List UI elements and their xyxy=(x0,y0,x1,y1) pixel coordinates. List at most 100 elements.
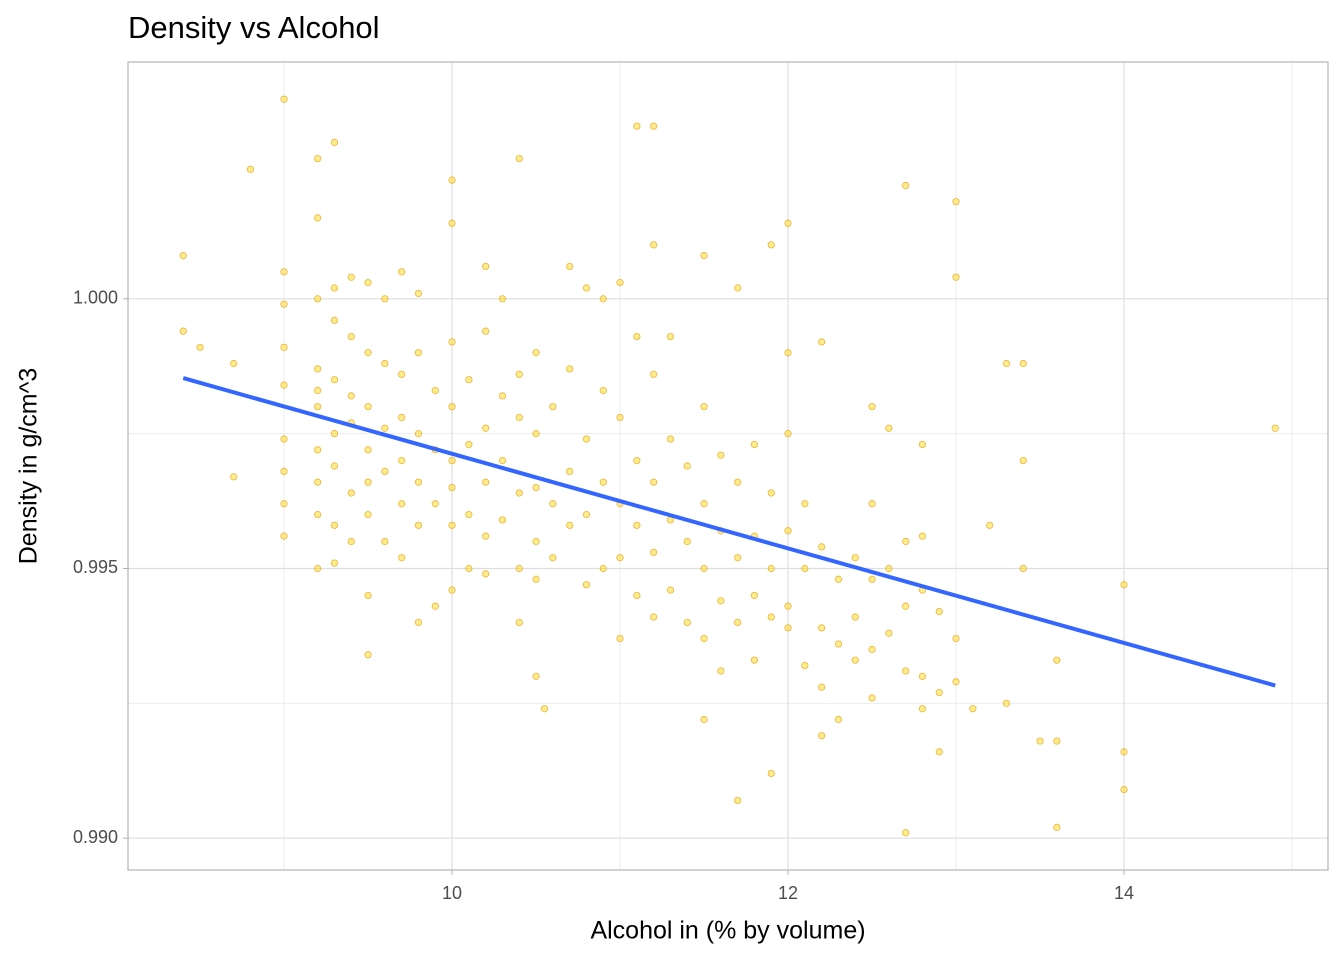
point xyxy=(330,430,339,438)
point xyxy=(1271,424,1279,432)
point xyxy=(280,500,288,508)
point xyxy=(818,624,826,632)
point xyxy=(851,613,859,621)
point xyxy=(683,618,691,627)
point xyxy=(734,796,742,805)
point xyxy=(650,241,658,249)
x-tick-label: 14 xyxy=(1114,883,1134,903)
point xyxy=(902,537,910,546)
point xyxy=(834,640,843,648)
point xyxy=(633,521,641,529)
grid xyxy=(128,62,1328,870)
point xyxy=(650,613,658,621)
point xyxy=(582,284,591,292)
point xyxy=(515,370,523,378)
point xyxy=(414,618,423,627)
point xyxy=(834,575,843,583)
point xyxy=(314,154,322,163)
point xyxy=(566,521,574,529)
point xyxy=(398,370,406,378)
point xyxy=(515,154,523,163)
point xyxy=(364,510,372,519)
point xyxy=(381,295,389,303)
point xyxy=(683,537,691,546)
point xyxy=(1002,699,1011,707)
point xyxy=(918,440,927,449)
y-tick-label: 0.990 xyxy=(73,827,118,847)
point xyxy=(767,564,775,573)
point xyxy=(1120,786,1128,794)
point xyxy=(784,430,792,438)
point xyxy=(633,591,641,600)
point xyxy=(448,521,456,529)
point xyxy=(431,386,439,395)
point xyxy=(666,332,675,341)
point xyxy=(540,705,549,713)
marks xyxy=(179,95,1279,837)
point xyxy=(330,284,339,292)
point xyxy=(986,521,994,529)
point xyxy=(532,537,540,546)
point xyxy=(566,467,574,475)
point xyxy=(834,715,843,724)
point xyxy=(599,478,607,486)
point xyxy=(734,284,742,292)
point xyxy=(851,554,859,562)
point xyxy=(549,500,557,508)
point xyxy=(633,457,641,465)
point xyxy=(902,667,910,675)
point xyxy=(818,732,826,740)
point xyxy=(347,332,355,341)
point xyxy=(364,279,372,287)
point xyxy=(314,295,322,303)
point xyxy=(465,376,473,384)
point xyxy=(330,316,339,324)
point xyxy=(498,516,507,524)
point xyxy=(818,543,826,551)
point xyxy=(734,554,742,562)
point xyxy=(784,219,792,227)
point xyxy=(750,440,759,449)
point xyxy=(1120,581,1128,589)
point xyxy=(885,629,893,637)
point xyxy=(868,575,876,583)
point xyxy=(717,451,725,459)
point xyxy=(700,564,708,573)
point xyxy=(918,672,927,680)
point xyxy=(482,532,490,540)
point xyxy=(515,489,523,497)
point xyxy=(1053,656,1061,664)
point xyxy=(465,510,473,519)
point xyxy=(398,457,406,465)
point xyxy=(717,597,725,605)
y-axis-label: Density in g/cm^3 xyxy=(15,368,43,565)
point xyxy=(314,478,322,486)
point xyxy=(868,694,876,702)
point xyxy=(801,564,809,573)
point xyxy=(398,554,406,562)
point xyxy=(767,241,775,249)
point xyxy=(1036,737,1044,745)
point xyxy=(330,138,339,146)
point xyxy=(700,403,708,411)
point xyxy=(465,564,473,573)
point xyxy=(364,446,372,454)
point xyxy=(1053,823,1061,831)
point xyxy=(616,635,624,643)
point xyxy=(935,748,943,756)
point xyxy=(482,327,490,335)
point xyxy=(818,338,826,346)
x-tick-label: 10 xyxy=(442,883,462,903)
point xyxy=(314,214,322,222)
point xyxy=(482,262,490,271)
point xyxy=(918,705,927,713)
point xyxy=(246,165,255,173)
point xyxy=(498,392,507,400)
point xyxy=(448,338,456,346)
point xyxy=(314,386,322,395)
point xyxy=(230,473,238,481)
point xyxy=(1053,737,1061,745)
point xyxy=(885,564,893,573)
point xyxy=(902,602,910,610)
